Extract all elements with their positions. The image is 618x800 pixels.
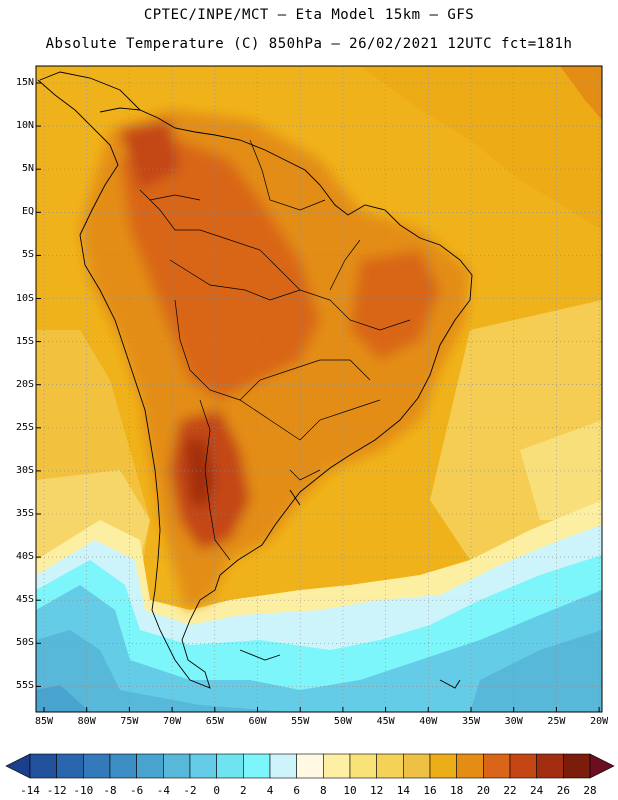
colorbar-segment	[243, 753, 271, 779]
lat-label: 15N	[15, 77, 34, 88]
lat-label: 5S	[21, 249, 34, 261]
colorbar-segment	[456, 753, 484, 779]
axis-ticks	[36, 82, 600, 712]
colorbar	[5, 753, 615, 779]
colorbar-segment	[376, 753, 404, 779]
colorbar-label: 14	[396, 784, 410, 797]
lon-label: 25W	[547, 716, 566, 727]
lon-label: 55W	[291, 716, 310, 727]
lon-label: 85W	[34, 716, 54, 727]
colorbar-label: -2	[183, 784, 197, 797]
colorbar-label: 18	[450, 784, 464, 797]
colorbar-label: 10	[343, 784, 357, 797]
colorbar-segment	[349, 753, 377, 779]
title-line-1: CPTEC/INPE/MCT – Eta Model 15km – GFS	[143, 7, 475, 23]
colorbar-label: 2	[240, 784, 247, 797]
colorbar-label: -10	[73, 784, 94, 797]
colorbar-segment	[83, 753, 111, 779]
colorbar-arrow-right	[589, 753, 615, 779]
lat-label: 40S	[15, 551, 34, 563]
lon-label: 30W	[504, 716, 523, 727]
lon-label: 65W	[205, 716, 224, 727]
lon-label: 50W	[333, 716, 352, 727]
colorbar-segment	[536, 753, 564, 779]
colorbar-label: 24	[530, 784, 544, 797]
colorbar-label: 20	[476, 784, 490, 797]
lon-label: 75W	[120, 716, 139, 727]
colorbar-label: 12	[370, 784, 384, 797]
colorbar-label: -6	[130, 784, 144, 797]
colorbar-segment	[483, 753, 511, 779]
colorbar-label: 28	[583, 784, 597, 797]
lat-label: 15S	[15, 335, 34, 347]
lon-label: 20W	[590, 716, 609, 727]
colorbar-label: 0	[213, 784, 220, 797]
colorbar-segment	[269, 753, 297, 779]
colorbar-segment	[403, 753, 431, 779]
lon-label: 40W	[419, 716, 438, 727]
colorbar-label: 4	[266, 784, 274, 797]
colorbar-segment	[216, 753, 244, 779]
colorbar-segment	[163, 753, 191, 779]
colorbar-label: 26	[556, 784, 570, 797]
lat-label: 45S	[15, 594, 34, 606]
lat-label: 25S	[15, 421, 34, 433]
colorbar-segment	[323, 753, 351, 779]
lat-label: 10N	[15, 120, 34, 132]
coastline-outline	[37, 71, 473, 689]
colorbar-segment	[296, 753, 324, 779]
lat-label: 55S	[15, 680, 34, 692]
colorbar-label: 22	[503, 784, 517, 797]
colorbar-segment	[56, 753, 84, 779]
colorbar-label: -12	[46, 784, 67, 797]
colorbar-label: -14	[20, 784, 40, 797]
colorbar-label: 8	[320, 784, 327, 797]
colorbar-segment	[563, 753, 591, 779]
lon-label: 35W	[461, 716, 481, 727]
colorbar-segment	[189, 753, 217, 779]
colorbar-segment	[29, 753, 57, 779]
lon-label: 70W	[163, 716, 182, 727]
lon-label: 45W	[376, 716, 395, 727]
lat-label: 35S	[15, 508, 34, 519]
lat-label: 5N	[21, 163, 34, 175]
lat-label: 10S	[15, 292, 34, 304]
colorbar-label: 6	[293, 784, 300, 797]
colorbar-segment	[509, 753, 537, 779]
colorbar-label: -8	[103, 784, 117, 797]
colorbar-label: 16	[423, 784, 437, 797]
colorbar-segment	[109, 753, 137, 779]
lat-label: 20S	[15, 378, 34, 390]
country-borders	[139, 139, 411, 561]
temperature-field	[36, 66, 602, 712]
colorbar-arrow-left	[5, 753, 31, 779]
lat-label: EQ	[21, 206, 34, 218]
lon-label: 80W	[77, 716, 96, 727]
title-line-2: Absolute Temperature (C) 850hPa – 26/02/…	[45, 36, 573, 52]
lat-label: 30S	[15, 464, 34, 476]
lon-label: 60W	[248, 716, 267, 727]
map-frame	[35, 65, 603, 713]
lat-label: 50S	[15, 637, 34, 649]
colorbar-label: -4	[156, 784, 170, 797]
colorbar-segment	[136, 753, 164, 779]
colorbar-segment	[429, 753, 457, 779]
